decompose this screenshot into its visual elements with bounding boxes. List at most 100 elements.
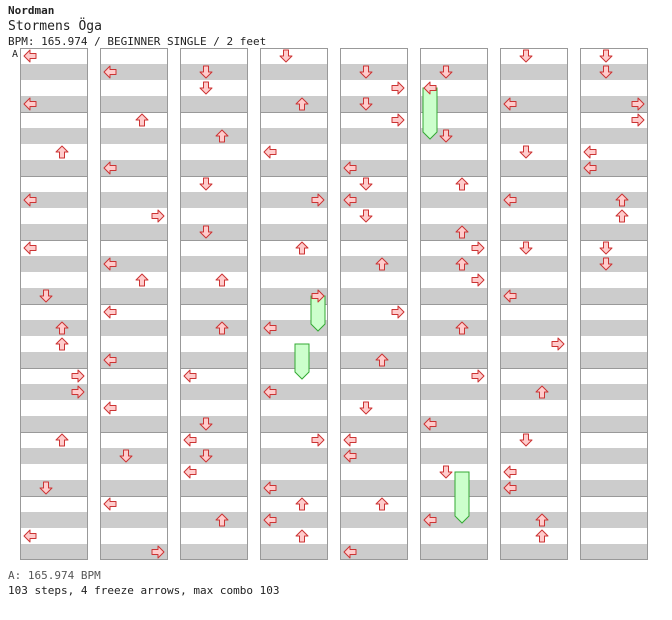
- step-arrow-left: [103, 161, 117, 175]
- step-arrow-right: [151, 209, 165, 223]
- step-arrow-down: [199, 225, 213, 239]
- beat-stripe: [180, 480, 248, 496]
- step-arrow-up: [615, 193, 629, 207]
- beat-stripe: [20, 416, 88, 432]
- beat-stripe: [500, 352, 568, 368]
- step-arrow-right: [471, 273, 485, 287]
- column-border: [20, 48, 88, 560]
- step-arrow-left: [183, 433, 197, 447]
- chart-column: [580, 48, 648, 560]
- beat-stripe: [500, 416, 568, 432]
- beat-stripe: [500, 512, 568, 528]
- beat-stripe: [260, 384, 328, 400]
- beat-stripe: [580, 544, 648, 560]
- beat-stripe: [260, 128, 328, 144]
- step-arrow-down: [519, 145, 533, 159]
- beat-stripe: [420, 384, 488, 400]
- beat-stripe: [100, 256, 168, 272]
- step-arrow-left: [503, 97, 517, 111]
- step-arrow-down: [519, 49, 533, 63]
- step-arrow-right: [391, 81, 405, 95]
- column-border: [340, 48, 408, 560]
- step-arrow-right: [391, 305, 405, 319]
- beat-stripe: [100, 64, 168, 80]
- step-arrow-down: [599, 49, 613, 63]
- step-arrow-left: [103, 65, 117, 79]
- beat-stripe: [580, 352, 648, 368]
- beat-stripe: [580, 128, 648, 144]
- beat-stripe: [180, 544, 248, 560]
- beat-stripe: [100, 544, 168, 560]
- beat-stripe: [420, 416, 488, 432]
- beat-stripe: [20, 384, 88, 400]
- step-arrow-left: [23, 193, 37, 207]
- beat-stripe: [420, 544, 488, 560]
- chart-info: BPM: 165.974 / BEGINNER SINGLE / 2 feet: [8, 35, 267, 48]
- beat-stripe: [500, 256, 568, 272]
- step-arrow-right: [71, 369, 85, 383]
- beat-stripe: [20, 480, 88, 496]
- step-arrow-left: [343, 193, 357, 207]
- step-arrow-right: [151, 545, 165, 559]
- beat-stripe: [500, 384, 568, 400]
- beat-stripe: [340, 224, 408, 240]
- beat-stripe: [340, 320, 408, 336]
- step-arrow-down: [359, 401, 373, 415]
- step-arrow-up: [535, 529, 549, 543]
- beat-stripe: [580, 416, 648, 432]
- step-arrow-left: [103, 401, 117, 415]
- step-arrow-down: [39, 289, 53, 303]
- beat-stripe: [180, 512, 248, 528]
- step-arrow-down: [439, 129, 453, 143]
- step-arrow-up: [295, 97, 309, 111]
- beat-stripe: [20, 352, 88, 368]
- step-arrow-left: [263, 321, 277, 335]
- step-arrow-left: [343, 449, 357, 463]
- step-arrow-up: [215, 129, 229, 143]
- beat-stripe: [340, 416, 408, 432]
- song-title: Stormens Öga: [8, 19, 102, 34]
- beat-stripe: [20, 288, 88, 304]
- beat-stripe: [180, 288, 248, 304]
- column-border: [100, 48, 168, 560]
- beat-stripe: [420, 192, 488, 208]
- beat-stripe: [420, 288, 488, 304]
- step-arrow-left: [503, 289, 517, 303]
- step-arrow-down: [39, 481, 53, 495]
- step-arrow-up: [295, 241, 309, 255]
- beat-stripe: [340, 256, 408, 272]
- beat-stripe: [100, 288, 168, 304]
- step-arrow-left: [343, 161, 357, 175]
- step-arrow-right: [631, 113, 645, 127]
- beat-stripe: [100, 384, 168, 400]
- beat-stripe: [340, 352, 408, 368]
- step-arrow-down: [599, 241, 613, 255]
- chart-column: [500, 48, 568, 560]
- step-arrow-left: [23, 97, 37, 111]
- step-arrow-right: [71, 385, 85, 399]
- step-arrow-down: [359, 97, 373, 111]
- beat-stripe: [340, 160, 408, 176]
- beat-stripe: [260, 256, 328, 272]
- beat-stripe: [180, 192, 248, 208]
- beat-stripe: [580, 256, 648, 272]
- beat-stripe: [180, 96, 248, 112]
- bpm-marker: A: [12, 49, 18, 60]
- beat-stripe: [580, 320, 648, 336]
- step-arrow-left: [423, 417, 437, 431]
- step-arrow-up: [375, 257, 389, 271]
- step-arrow-right: [631, 97, 645, 111]
- step-arrow-down: [199, 65, 213, 79]
- beat-stripe: [100, 160, 168, 176]
- beat-stripe: [100, 224, 168, 240]
- step-arrow-left: [343, 433, 357, 447]
- step-arrow-right: [471, 369, 485, 383]
- step-arrow-up: [535, 513, 549, 527]
- beat-stripe: [20, 128, 88, 144]
- step-arrow-up: [455, 257, 469, 271]
- step-arrow-up: [55, 145, 69, 159]
- beat-stripe: [580, 480, 648, 496]
- beat-stripe: [20, 256, 88, 272]
- beat-stripe: [260, 160, 328, 176]
